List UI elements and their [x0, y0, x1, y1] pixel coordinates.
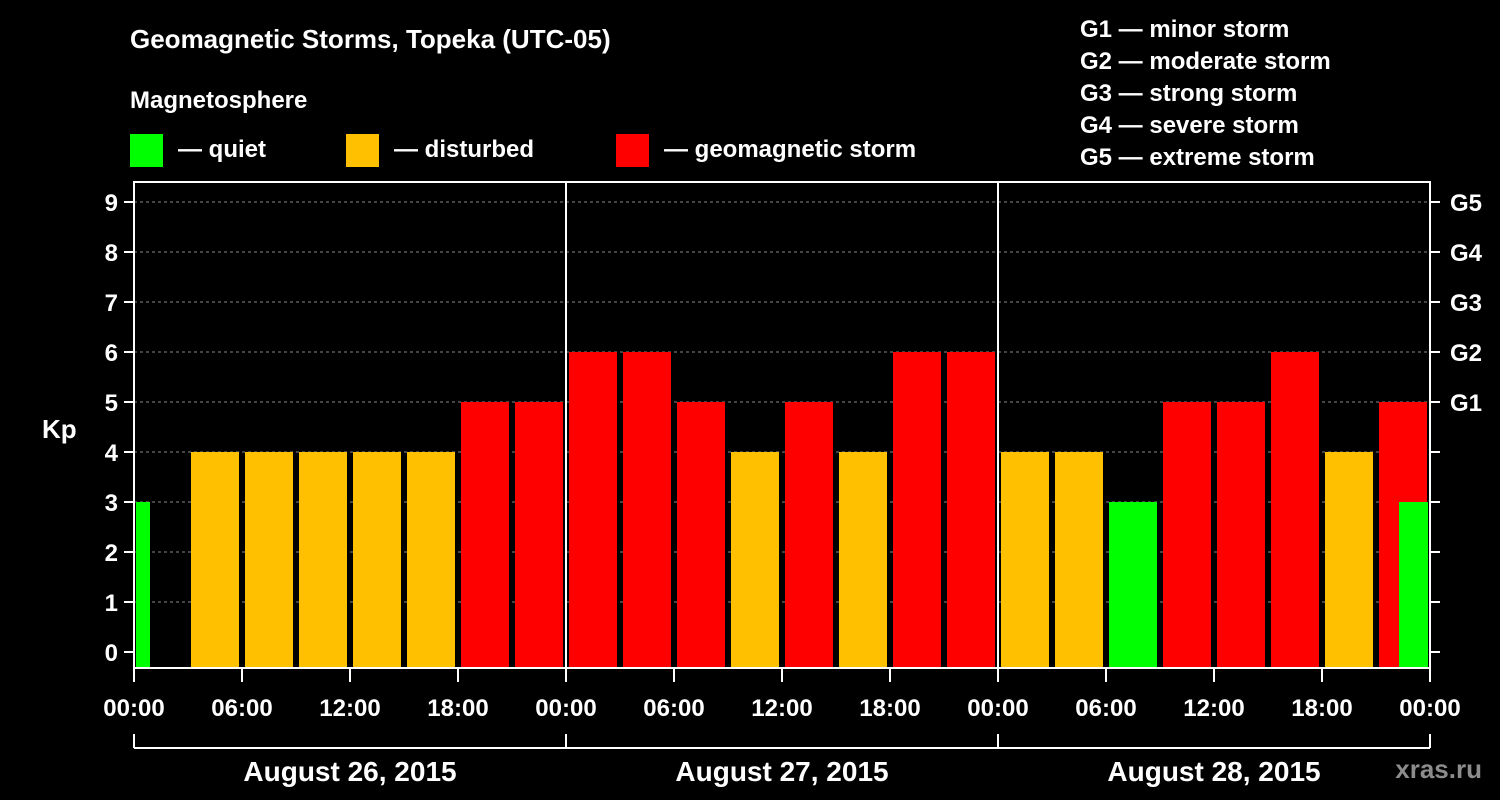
bar-disturbed	[353, 452, 401, 668]
bar-disturbed	[731, 452, 779, 668]
bar-storm	[515, 402, 563, 668]
bar-disturbed	[1001, 452, 1049, 668]
y-tick-label: 1	[105, 590, 118, 617]
x-tick-label: 06:00	[1075, 695, 1136, 722]
bar-storm	[893, 352, 941, 668]
storm-scale-legend-g3: G3 — strong storm	[1080, 80, 1297, 107]
bar-disturbed	[407, 452, 455, 668]
watermark: xras.ru	[1395, 754, 1482, 784]
bar-quiet	[136, 502, 150, 668]
g-scale-label: G2	[1450, 340, 1482, 367]
day-label: August 27, 2015	[675, 756, 888, 787]
x-tick-label: 06:00	[643, 695, 704, 722]
y-tick-label: 6	[105, 340, 118, 367]
storm-scale-legend-g2: G2 — moderate storm	[1080, 48, 1331, 75]
legend-label-disturbed: — disturbed	[394, 136, 534, 163]
y-tick-label: 4	[105, 440, 119, 467]
x-tick-label: 12:00	[319, 695, 380, 722]
bar-quiet	[1109, 502, 1157, 668]
bar-disturbed	[191, 452, 239, 668]
bar-storm	[1163, 402, 1211, 668]
y-tick-label: 9	[105, 190, 118, 217]
x-tick-label: 06:00	[211, 695, 272, 722]
x-tick-label: 12:00	[751, 695, 812, 722]
x-axis: 00:00 06:00 12:00 18:00 00:00 06:00 12:00 18:00…	[103, 668, 1461, 722]
storm-scale-legend: G1 — minor storm G2 — moderate storm G3 …	[1080, 16, 1331, 171]
g-scale-label: G3	[1450, 290, 1482, 317]
bar-storm	[1217, 402, 1265, 668]
date-axis: August 26, 2015 August 27, 2015 August 28,…	[133, 734, 1431, 787]
x-tick-label: 00:00	[967, 695, 1028, 722]
bar-disturbed	[839, 452, 887, 668]
bar-storm	[623, 352, 671, 668]
bars	[136, 352, 1428, 668]
bar-storm	[461, 402, 509, 668]
legend-label-quiet: — quiet	[178, 136, 266, 163]
bar-storm	[947, 352, 995, 668]
bar-disturbed	[1325, 452, 1373, 668]
g-scale-label: G1	[1450, 390, 1482, 417]
storm-scale-legend-g4: G4 — severe storm	[1080, 112, 1299, 139]
status-legend: — quiet — disturbed — geomagnetic storm	[130, 134, 916, 167]
g-scale-label: G4	[1450, 240, 1483, 267]
x-tick-label: 18:00	[859, 695, 920, 722]
bar-storm	[677, 402, 725, 668]
x-tick-label: 00:00	[103, 695, 164, 722]
chart-subtitle: Magnetosphere	[130, 87, 307, 114]
y-axis-label: Kp	[42, 414, 77, 444]
y-tick-label: 8	[105, 240, 118, 267]
x-tick-label: 18:00	[427, 695, 488, 722]
bar-quiet	[1399, 502, 1428, 668]
legend-swatch-disturbed	[346, 134, 379, 167]
y-tick-label: 0	[105, 640, 118, 667]
gridlines	[134, 201, 1430, 603]
x-tick-label: 12:00	[1183, 695, 1244, 722]
bar-disturbed	[1055, 452, 1103, 668]
x-tick-label: 00:00	[1399, 695, 1460, 722]
storm-scale-axis: G1 G2 G3 G4 G5	[1430, 190, 1483, 653]
bar-storm	[569, 352, 617, 668]
y-tick-label: 7	[105, 290, 118, 317]
day-label: August 26, 2015	[243, 756, 456, 787]
y-axis: 0 1 2 3 4 5 6 7 8 9	[105, 190, 134, 667]
g-scale-label: G5	[1450, 190, 1482, 217]
bar-storm	[1271, 352, 1319, 668]
y-tick-label: 2	[105, 540, 118, 567]
legend-swatch-storm	[616, 134, 649, 167]
bar-storm	[785, 402, 833, 668]
x-tick-label: 18:00	[1291, 695, 1352, 722]
legend-swatch-quiet	[130, 134, 163, 167]
day-label: August 28, 2015	[1107, 756, 1320, 787]
y-tick-label: 3	[105, 490, 118, 517]
bar-disturbed	[299, 452, 347, 668]
chart-title: Geomagnetic Storms, Topeka (UTC-05)	[130, 24, 611, 54]
y-tick-label: 5	[105, 390, 118, 417]
x-tick-label: 00:00	[535, 695, 596, 722]
storm-scale-legend-g1: G1 — minor storm	[1080, 16, 1289, 43]
bar-disturbed	[245, 452, 293, 668]
storm-scale-legend-g5: G5 — extreme storm	[1080, 144, 1315, 171]
legend-label-storm: — geomagnetic storm	[664, 136, 916, 163]
